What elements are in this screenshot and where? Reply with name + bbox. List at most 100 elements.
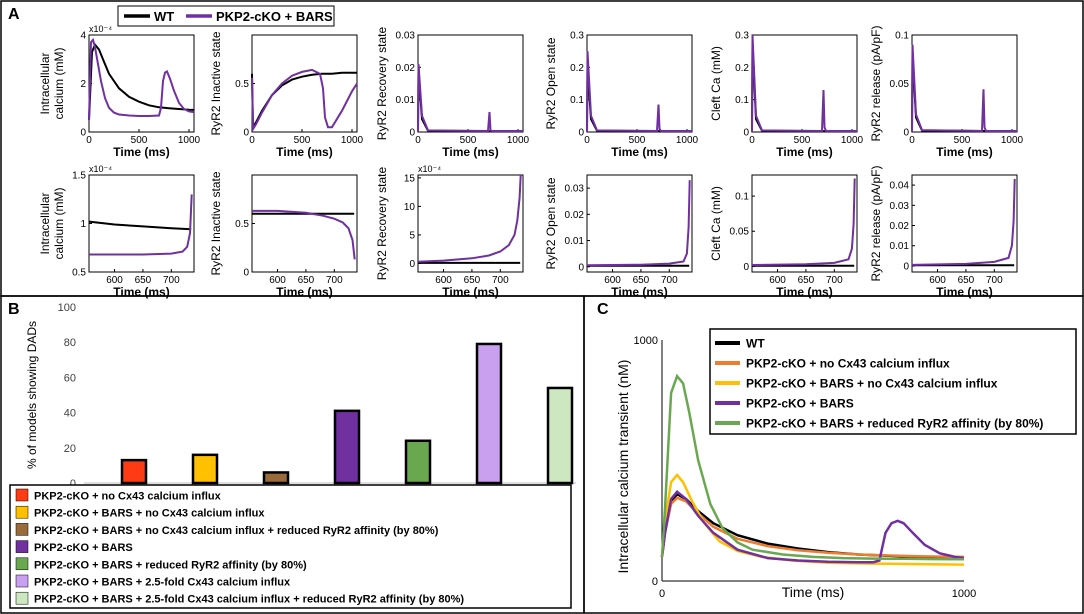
y-tick-label: 0 <box>409 128 415 139</box>
y-tick-label: 0 <box>578 262 584 273</box>
x-axis-label: Time (ms) <box>442 145 498 159</box>
x-tick-label: 1000 <box>341 135 364 146</box>
y-axis-label: Cleft Ca (mM) <box>709 186 723 261</box>
x-tick-label: 650 <box>298 275 315 286</box>
subplot-a10: 600 650 700 0 0.01 0.02 0.03 Time (ms) RyR2 Open… <box>544 174 693 299</box>
y-tick-label: 0.5 <box>235 219 249 230</box>
bar <box>191 453 219 485</box>
y-tick-label: 0.1 <box>735 95 749 106</box>
series-line <box>911 44 1017 133</box>
y-tick-label: 0.02 <box>565 210 585 221</box>
series-line <box>252 209 356 260</box>
y-tick-label: 100 <box>58 302 76 314</box>
y-tick-label: 0 <box>243 128 249 139</box>
y-tick-label: 0 <box>903 128 909 139</box>
x-tick-label: 1000 <box>676 135 699 146</box>
series-line <box>417 174 522 263</box>
x-tick-label: 0 <box>584 135 590 146</box>
y-tick-label: 0.01 <box>565 236 585 247</box>
y-tick-label: 0.05 <box>890 79 910 90</box>
y-tick-label: 0.04 <box>890 181 910 192</box>
x-tick-label: 1000 <box>507 135 530 146</box>
y-tick-label: 4 <box>80 31 86 42</box>
x-tick-label: 600 <box>929 275 946 286</box>
panel-b-label: B <box>8 301 20 318</box>
legend-c-label: PKP2-cKO + BARS + no Cx43 calcium influx <box>746 377 998 391</box>
series-line <box>751 34 857 133</box>
x-tick-label: 650 <box>633 275 650 286</box>
x-tick-label: 0 <box>249 135 255 146</box>
bar <box>475 342 503 485</box>
x-axis-label: Time (ms) <box>113 145 169 159</box>
y-tick-label: 0.05 <box>730 227 750 238</box>
y-tick-label: 0.5 <box>72 268 86 279</box>
subplot-a8: 600 650 700 0 0.5 Time (ms) RyR2 Inactive stat… <box>209 171 358 299</box>
y-tick-label: 0.03 <box>565 184 585 195</box>
x-tick-label: 600 <box>106 275 123 286</box>
y-tick-label: 0.1 <box>735 192 749 203</box>
series-line <box>911 178 1016 266</box>
x-tick-label: 650 <box>464 275 481 286</box>
x-tick-label: 0 <box>86 135 92 146</box>
x-axis-label: Time (ms) <box>442 285 498 299</box>
y-tick-label: 0.5 <box>235 79 249 90</box>
y-tick-label: 1 <box>80 219 86 230</box>
y-tick-label: 0.2 <box>570 63 584 74</box>
y-tick-label: 80 <box>64 337 76 349</box>
y-axis-label: RyR2 Open state <box>544 177 558 269</box>
series-line <box>660 496 965 559</box>
y-tick-label: 1000 <box>634 335 658 347</box>
x-tick-label: 700 <box>492 275 509 286</box>
legend-b-box <box>9 484 572 609</box>
y-tick-label: 0.2 <box>735 63 749 74</box>
panel-c-label: C <box>597 301 609 318</box>
axis-exponent: x10⁻⁴ <box>89 164 112 174</box>
series-line <box>586 180 691 267</box>
x-tick-label: 700 <box>826 275 843 286</box>
x-tick-label: 600 <box>435 275 452 286</box>
y-tick-label: 0 <box>409 259 415 270</box>
legend-b-label: PKP2-cKO + BARS + 2.5-fold Cx43 calcium … <box>34 594 464 606</box>
y-tick-label: 1.5 <box>72 171 86 182</box>
legend-b: PKP2-cKO + no Cx43 calcium influx PKP2-cK… <box>9 484 572 609</box>
axes-box <box>417 174 524 273</box>
x-tick-label: 500 <box>294 135 311 146</box>
x-tick-label: 700 <box>163 275 180 286</box>
y-axis-label: RyR2 Inactive state <box>209 171 223 275</box>
subplot-a7: 600 650 700 0.5 1 1.5 Time (ms) Intracellular ca… <box>38 164 195 299</box>
subplot-a5: 0 500 1000 0 0.1 0.2 0.3 Time (ms) Cleft Ca (mM) <box>709 31 864 160</box>
subplot-a12: 600 650 700 0 0.01 0.02 0.03 0.04 Time (ms) RyR2 … <box>869 165 1018 299</box>
legend-c-box <box>709 328 1077 435</box>
x-tick-label: 0 <box>749 135 755 146</box>
y-tick-label: 0.01 <box>890 241 910 252</box>
y-tick-label: 0 <box>578 128 584 139</box>
legend-b-swatch <box>15 591 29 605</box>
bar <box>333 409 361 485</box>
axes-box <box>911 174 1018 273</box>
legend-a-wt-label: WT <box>154 9 174 24</box>
x-axis-label: Time (ms) <box>936 285 992 299</box>
x-axis-label: Time (ms) <box>776 145 832 159</box>
y-tick-label: 0 <box>243 268 249 279</box>
y-tick-label: 0.1 <box>570 95 584 106</box>
axes-box <box>751 34 858 133</box>
subplot-a11: 600 650 700 0 0.05 0.1 Time (ms) Cleft Ca (mM) <box>709 174 858 299</box>
series-line <box>586 51 692 133</box>
y-tick-label: 0 <box>743 262 749 273</box>
y-axis-label: Intracellular <box>38 52 52 114</box>
y-tick-label: 15 <box>404 173 416 184</box>
y-axis-label: RyR2 release (pA/pF) <box>869 25 883 141</box>
y-axis-label: RyR2 Open state <box>544 37 558 129</box>
y-tick-label: 0.03 <box>890 201 910 212</box>
axes-box <box>586 174 693 273</box>
x-axis-label: Time (ms) <box>611 145 667 159</box>
x-axis-label: Time (ms) <box>936 145 992 159</box>
axes-box <box>88 34 195 133</box>
subplot-a9: 600 650 700 0 5 10 15 Time (ms) RyR2 Recovery st… <box>375 164 524 299</box>
series-line <box>251 68 358 133</box>
y-tick-label: 40 <box>64 408 76 420</box>
x-tick-label: 600 <box>269 275 286 286</box>
axes-box <box>251 174 358 273</box>
x-axis-label: Time (ms) <box>611 285 667 299</box>
